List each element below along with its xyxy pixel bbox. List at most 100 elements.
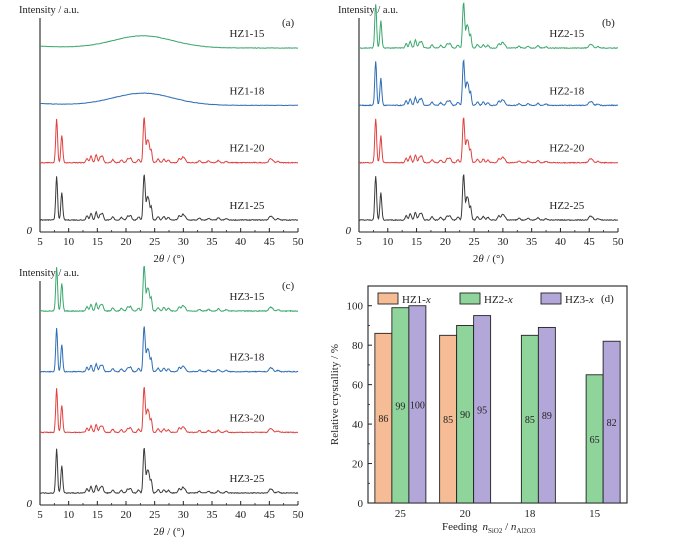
x-axis-label-theta: θ bbox=[159, 526, 165, 538]
x-tick-label: 10 bbox=[63, 509, 75, 521]
x-axis-label-suffix: / (°) bbox=[484, 253, 505, 265]
x-tick-label: 5 bbox=[37, 236, 43, 248]
y-origin-label: 0 bbox=[27, 225, 33, 237]
y-axis-label: Intensity / a.u. bbox=[338, 5, 398, 16]
panel-label: (c) bbox=[282, 280, 295, 292]
x-axis-label: 2θ / (°) bbox=[153, 253, 185, 265]
series-label: HZ1-25 bbox=[230, 200, 265, 212]
bar-value-label: 99 bbox=[395, 401, 405, 412]
x-tick-label: 50 bbox=[293, 236, 305, 248]
series-line-hz2-15 bbox=[359, 2, 619, 50]
bar bbox=[602, 340, 621, 504]
x-axis-label: 2θ / (°) bbox=[473, 253, 505, 265]
y-tick-label: 60 bbox=[352, 380, 364, 392]
legend-label-suffix: x bbox=[507, 294, 513, 306]
crystallinity-bar-panel: 0 20 40 60 80 100 Relative crystallity / % 25 86… bbox=[329, 285, 628, 535]
bar bbox=[537, 326, 556, 504]
legend-label: HZ1-x bbox=[402, 294, 431, 306]
x-tick-label: 5 bbox=[37, 509, 43, 521]
y-tick-label: 20 bbox=[352, 459, 364, 471]
x-tick-label: 15 bbox=[589, 508, 601, 520]
x-tick-label: 45 bbox=[264, 236, 276, 248]
series-line-hz3-25 bbox=[39, 447, 299, 495]
series-label: HZ2-18 bbox=[549, 85, 584, 97]
x-tick-label: 25 bbox=[149, 236, 161, 248]
bar-value-label: 90 bbox=[460, 410, 470, 421]
x-tick-label: 20 bbox=[460, 508, 472, 520]
x-axis-label-prefix: 2 bbox=[153, 253, 159, 265]
series-line-hz2-25 bbox=[358, 174, 619, 222]
y-tick-label: 0 bbox=[358, 498, 364, 510]
bar bbox=[408, 305, 427, 504]
series-line-hz3-15 bbox=[39, 265, 299, 313]
x-axis-label-suffix: / (°) bbox=[164, 253, 185, 265]
bar-value-label: 95 bbox=[477, 405, 487, 416]
x-axis-label: Feeding nSiO2 / nAl2O3 bbox=[442, 521, 536, 535]
bar-value-label: 85 bbox=[443, 415, 453, 426]
y-tick-label: 80 bbox=[352, 340, 364, 352]
x-tick-label: 20 bbox=[121, 236, 133, 248]
legend-label: HZ2-x bbox=[484, 294, 513, 306]
x-tick-label: 40 bbox=[555, 236, 567, 248]
series-line-hz2-20 bbox=[359, 117, 619, 164]
x-axis-label-n-al2o3: n bbox=[511, 521, 517, 533]
x-tick-label: 25 bbox=[469, 236, 481, 248]
series-label: HZ2-15 bbox=[549, 28, 584, 40]
x-tick-label: 18 bbox=[524, 508, 536, 520]
xrd-panel-a: 5 10 15 20 25 30 35 40 45 50 0 Intensity / a.u. 2θ /… bbox=[19, 5, 304, 265]
bar-value-label: 82 bbox=[607, 418, 617, 429]
x-axis-label-feeding: Feeding bbox=[442, 521, 478, 533]
x-axis-label-prefix: 2 bbox=[153, 526, 159, 538]
x-axis-label-theta: θ bbox=[478, 253, 484, 265]
series-line-hz3-20 bbox=[39, 386, 299, 434]
xrd-panel-c: 5 10 15 20 25 30 35 40 45 50 0 Intensity / a.u. 2θ /… bbox=[19, 265, 305, 538]
y-axis-label: Intensity / a.u. bbox=[19, 5, 79, 16]
y-axis-label: Intensity / a.u. bbox=[19, 268, 79, 279]
x-tick-label: 40 bbox=[235, 236, 247, 248]
x-tick-label: 40 bbox=[235, 509, 247, 521]
x-tick-label: 50 bbox=[613, 236, 625, 248]
x-tick-label: 35 bbox=[526, 236, 538, 248]
y-axis-label: Relative crystallity / % bbox=[329, 344, 341, 445]
series-line-hz1-18 bbox=[40, 92, 299, 107]
x-axis-label-slash: / bbox=[502, 521, 511, 533]
x-tick-label: 10 bbox=[382, 236, 394, 248]
x-tick-label: 25 bbox=[395, 508, 407, 520]
y-tick-label: 40 bbox=[352, 419, 364, 431]
x-axis-label-al2o3: Al2O3 bbox=[516, 527, 536, 535]
x-tick-label: 35 bbox=[207, 509, 219, 521]
y-origin-label: 0 bbox=[27, 498, 33, 510]
bar-value-label: 100 bbox=[410, 400, 425, 411]
x-tick-label: 50 bbox=[293, 509, 305, 521]
x-tick-label: 35 bbox=[207, 236, 219, 248]
legend-swatch bbox=[459, 292, 481, 305]
x-tick-label: 15 bbox=[92, 509, 104, 521]
x-axis-label: 2θ / (°) bbox=[153, 526, 185, 538]
series-line-hz1-25 bbox=[40, 174, 299, 222]
x-tick-label: 25 bbox=[149, 509, 161, 521]
series-line-hz3-18 bbox=[39, 326, 299, 373]
x-tick-label: 20 bbox=[440, 236, 452, 248]
y-origin-label: 0 bbox=[346, 225, 352, 237]
legend-label: HZ3-x bbox=[565, 294, 594, 306]
legend-label-prefix: HZ1- bbox=[402, 294, 426, 306]
x-tick-label: 5 bbox=[356, 236, 362, 248]
legend-swatch bbox=[540, 292, 562, 305]
bar-value-label: 65 bbox=[590, 435, 600, 446]
series-label: HZ3-25 bbox=[230, 473, 265, 485]
series-label: HZ1-15 bbox=[230, 28, 265, 40]
legend-label-prefix: HZ3- bbox=[565, 294, 589, 306]
legend-label-prefix: HZ2- bbox=[484, 294, 508, 306]
y-tick-label: 100 bbox=[347, 301, 364, 313]
series-label: HZ3-20 bbox=[230, 412, 265, 424]
series-label: HZ2-25 bbox=[549, 200, 584, 212]
x-axis-label-sio2: SiO2 bbox=[488, 527, 503, 535]
series-label: HZ1-18 bbox=[230, 85, 265, 97]
x-tick-label: 45 bbox=[264, 509, 276, 521]
x-tick-label: 10 bbox=[63, 236, 75, 248]
xrd-panel-b: 5 10 15 20 25 30 35 40 45 50 0 Intensity / a.u. 2θ /… bbox=[338, 2, 625, 265]
series-label: HZ3-18 bbox=[230, 352, 265, 364]
panel-label: (a) bbox=[282, 17, 295, 29]
plot-frame bbox=[367, 285, 628, 504]
